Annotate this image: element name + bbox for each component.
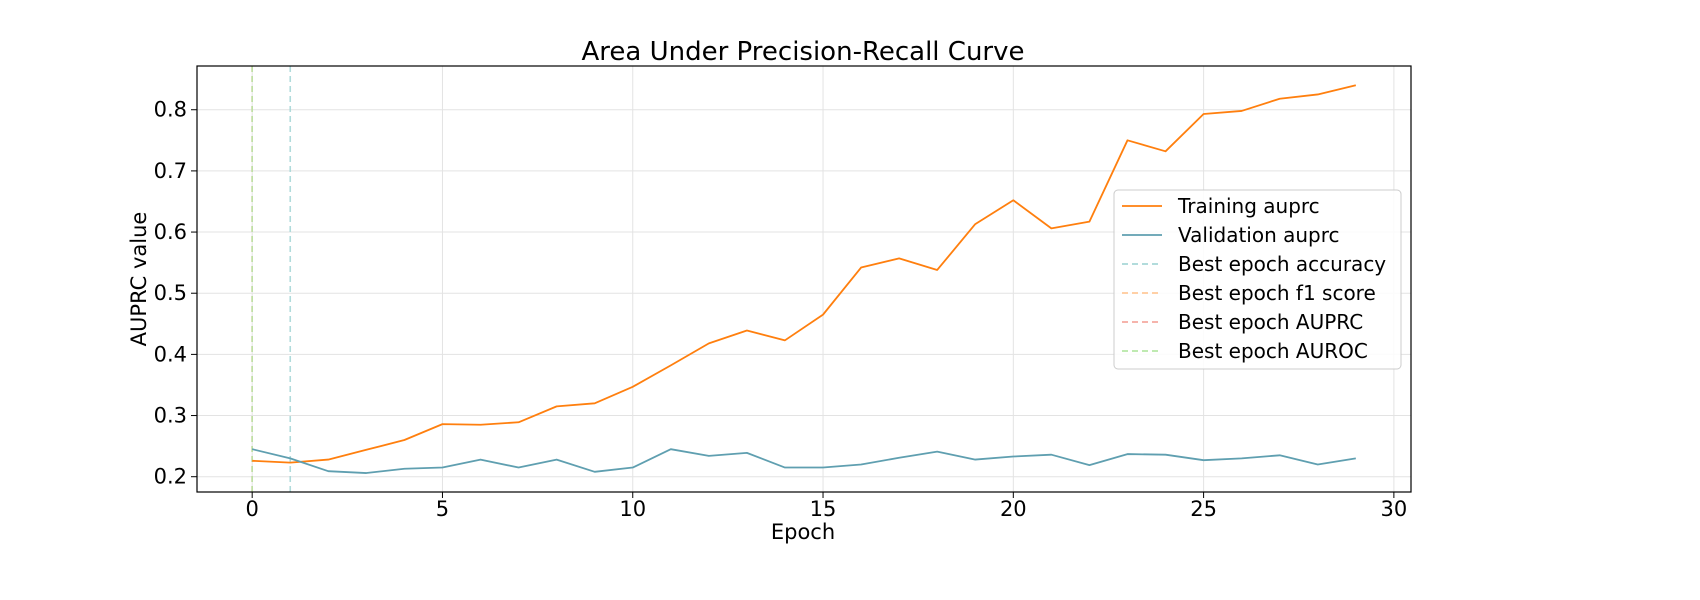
x-tick-label: 30 bbox=[1381, 497, 1408, 521]
y-axis-label: AUPRC value bbox=[127, 212, 151, 347]
chart-title: Area Under Precision-Recall Curve bbox=[582, 37, 1025, 67]
legend-label: Validation auprc bbox=[1178, 223, 1340, 247]
series-validation-auprc bbox=[251, 448, 1356, 474]
y-tick-label: 0.4 bbox=[154, 342, 187, 366]
y-tick-label: 0.2 bbox=[154, 465, 187, 489]
x-tick-label: 5 bbox=[436, 497, 449, 521]
plot-frame bbox=[196, 65, 1412, 493]
series-lines bbox=[251, 84, 1357, 474]
x-tick-label: 15 bbox=[810, 497, 837, 521]
series-training-auprc bbox=[252, 84, 1357, 464]
legend-box bbox=[1113, 189, 1402, 370]
x-tick-label: 25 bbox=[1190, 497, 1217, 521]
legend: Training auprc Validation auprc Best epoch… bbox=[1113, 189, 1402, 370]
legend-label: Best epoch AUROC bbox=[1178, 339, 1368, 363]
legend-label: Best epoch f1 score bbox=[1178, 281, 1376, 305]
y-tick-label: 0.7 bbox=[154, 159, 187, 183]
y-tick-label: 0.5 bbox=[154, 281, 187, 305]
x-tick-label: 10 bbox=[619, 497, 646, 521]
x-tick-label: 20 bbox=[1000, 497, 1027, 521]
legend-label: Training auprc bbox=[1177, 194, 1320, 218]
x-axis-ticks: 0 5 10 15 20 25 30 bbox=[245, 492, 1407, 521]
y-axis-ticks: 0.2 0.3 0.4 0.5 0.6 0.7 0.8 bbox=[154, 98, 197, 489]
y-tick-label: 0.8 bbox=[154, 98, 187, 122]
x-tick-label: 0 bbox=[245, 497, 258, 521]
best-epoch-lines bbox=[251, 66, 292, 492]
legend-label: Best epoch accuracy bbox=[1178, 252, 1386, 276]
x-axis-label: Epoch bbox=[771, 520, 835, 544]
legend-label: Best epoch AUPRC bbox=[1178, 310, 1363, 334]
y-tick-label: 0.6 bbox=[154, 220, 187, 244]
y-tick-label: 0.3 bbox=[154, 404, 187, 428]
